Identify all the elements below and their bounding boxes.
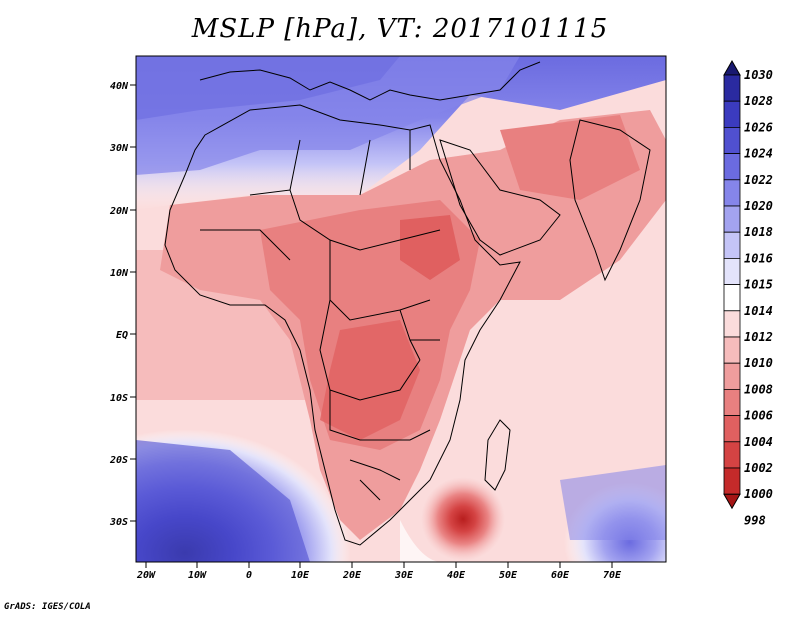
coastlines <box>164 61 651 546</box>
colorbar-label: 1015 <box>744 278 773 292</box>
lat-label: 10S <box>110 393 128 404</box>
colorbar-label: 1014 <box>744 304 773 318</box>
lon-label: 50E <box>499 570 518 581</box>
lon-label: 10W <box>188 570 207 581</box>
map-title: MSLP [hPa], VT: 2017101115 <box>191 14 609 44</box>
colorbar-label: 998 <box>744 513 766 527</box>
lon-label: 70E <box>603 570 622 581</box>
lon-label: 30E <box>394 570 414 581</box>
colorbar-segment <box>723 231 741 259</box>
lon-label: 60E <box>551 570 570 581</box>
credit-text: GrADS: IGES/COLA <box>4 602 91 612</box>
colorbar-label: 1002 <box>744 461 773 475</box>
lon-label: 40E <box>447 570 466 581</box>
lon-label: 20E <box>342 570 362 581</box>
colorbar-segment <box>723 74 741 102</box>
colorbar-label: 1018 <box>744 225 773 239</box>
colorbar-label: 1028 <box>744 94 773 108</box>
lon-label: 20W <box>136 570 156 581</box>
colorbar-label: 1004 <box>744 435 773 449</box>
colorbar-segment <box>723 310 741 338</box>
colorbar-label: 1016 <box>744 251 773 265</box>
colorbar-label: 1020 <box>744 199 773 213</box>
lat-label: 10N <box>110 268 129 279</box>
colorbar-segment <box>723 441 741 469</box>
colorbar-label: 1010 <box>744 356 773 370</box>
colorbar-bottom-arrow <box>723 493 741 510</box>
colorbar-segment <box>723 205 741 233</box>
colorbar-label: 1030 <box>744 68 773 82</box>
colorbar: 1030 1028 1026 1024 1022 1020 1018 1016 1015 1014… <box>723 59 773 527</box>
lat-label: 30N <box>109 143 129 154</box>
lat-label: 20N <box>109 206 129 217</box>
colorbar-segment <box>723 362 741 390</box>
colorbar-segment <box>723 127 741 155</box>
colorbar-label: 1024 <box>744 147 773 161</box>
colorbar-label: 1012 <box>744 330 773 344</box>
lat-label: 30S <box>109 517 128 528</box>
plot-frame <box>135 55 667 563</box>
colorbar-segment <box>723 284 741 312</box>
colorbar-segment <box>723 388 741 416</box>
colorbar-segment <box>723 153 741 181</box>
colorbar-label: 1026 <box>744 120 773 134</box>
low-pressure-center <box>421 477 505 561</box>
colorbar-label: 1022 <box>744 173 773 187</box>
colorbar-segment <box>723 415 741 443</box>
lat-label: EQ <box>116 330 128 341</box>
lon-label: 10E <box>291 570 310 581</box>
latitude-axis: 40N 30N 20N 10N EQ 10S 20S 30S <box>109 81 136 528</box>
longitude-axis: 20W 10W 0 10E 20E 30E 40E 50E 60E 70E <box>136 562 622 581</box>
colorbar-label: 1000 <box>744 487 773 501</box>
pressure-field <box>136 56 666 562</box>
lat-label: 40N <box>110 81 129 92</box>
colorbar-top-arrow <box>723 59 741 76</box>
lat-label: 20S <box>109 455 128 466</box>
colorbar-label: 1006 <box>744 409 773 423</box>
lon-label: 0 <box>246 570 252 581</box>
colorbar-segment <box>723 257 741 285</box>
colorbar-segment <box>723 179 741 207</box>
colorbar-label: 1008 <box>744 382 773 396</box>
colorbar-segment <box>723 100 741 128</box>
colorbar-segment <box>723 467 741 495</box>
colorbar-segment <box>723 336 741 364</box>
